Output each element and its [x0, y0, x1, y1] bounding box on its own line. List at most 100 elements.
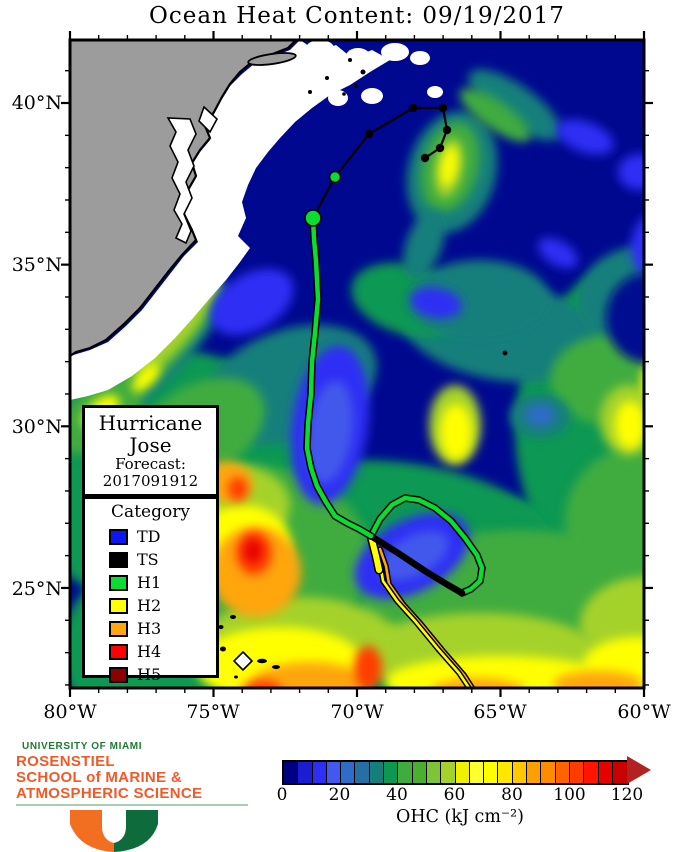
- island-dot: [272, 665, 280, 669]
- colorbar-segment: [584, 762, 599, 783]
- forecast-point: [364, 129, 374, 139]
- school-name-line3: ATMOSPHERIC SCIENCE: [16, 785, 203, 802]
- category-swatch-h3: [109, 621, 128, 637]
- island-dot: [360, 69, 366, 75]
- forecast-point: [420, 153, 430, 163]
- logo-u-right: [114, 810, 158, 852]
- colorbar-tick-60: 60: [443, 785, 466, 805]
- category-label: H1: [137, 573, 162, 592]
- colorbar-arrow-shape: [627, 756, 651, 784]
- category-row-td: TD: [109, 529, 216, 545]
- colorbar-tick-20: 20: [328, 785, 351, 805]
- nodata-patch: [361, 88, 383, 104]
- y-axis-label-25n: 25°N: [11, 578, 62, 600]
- category-row-h5: H5: [109, 667, 216, 683]
- colorbar-segment: [441, 762, 456, 783]
- category-row-ts: TS: [109, 552, 216, 568]
- ohc-field-blob: [410, 287, 462, 319]
- y-axis-label-35n: 35°N: [11, 254, 62, 276]
- category-row-h3: H3: [109, 621, 216, 637]
- ohc-field-blob: [354, 646, 382, 688]
- forecast-label: Forecast:: [115, 455, 186, 473]
- track-segment: [304, 215, 374, 539]
- colorbar-segment: [455, 762, 470, 783]
- track-segment: [368, 533, 382, 573]
- category-legend-items: TD TS H1 H2 H3 H4 H5: [85, 529, 216, 683]
- island-dot: [234, 675, 238, 679]
- colorbar-tick-0: 0: [276, 785, 288, 805]
- x-axis-label-80w: 80°W: [43, 701, 97, 723]
- colorbar-segment: [598, 762, 613, 783]
- track-segment: [367, 532, 466, 597]
- ohc-field-blob: [538, 237, 578, 269]
- colorbar-segment: [569, 762, 585, 783]
- nodata-patch: [410, 51, 430, 65]
- ohc-field-blob: [565, 445, 644, 595]
- category-legend-title: Category: [111, 502, 190, 522]
- colorbar-segment: [341, 762, 356, 783]
- category-swatch-td: [109, 529, 128, 545]
- category-swatch-h2: [109, 598, 128, 614]
- nodata-patch: [427, 86, 443, 98]
- ohc-field-blob: [432, 678, 524, 688]
- island-dot: [218, 625, 224, 629]
- island-dot: [325, 76, 329, 80]
- ohc-field-blob: [641, 369, 644, 395]
- ohc-field-blob: [379, 530, 449, 582]
- colorbar-segment: [355, 762, 370, 783]
- colorbar-tick-80: 80: [501, 785, 523, 805]
- island-dot: [257, 658, 267, 664]
- category-label: H4: [137, 642, 162, 661]
- ohc-field-blob: [307, 380, 353, 484]
- miami-u-logo: [70, 810, 158, 852]
- category-swatch-h1: [109, 575, 128, 591]
- island-dot: [230, 615, 236, 619]
- island-dot: [502, 350, 508, 356]
- map-plot: [61, 31, 653, 697]
- ohc-field-blob: [556, 119, 614, 155]
- colorbar-segment: [484, 762, 499, 783]
- ohc-field-blob: [525, 404, 555, 426]
- colorbar-segment: [541, 762, 556, 783]
- branding-divider: [16, 804, 248, 806]
- ohc-field-blob: [631, 217, 644, 277]
- colorbar-segment: [384, 762, 399, 783]
- storm-legend-box: Hurricane Jose Forecast: 2017091912 Cate…: [82, 405, 219, 683]
- ohc-field-blob: [459, 88, 531, 142]
- island-dot: [342, 92, 346, 96]
- storm-position-dot: [304, 209, 322, 227]
- forecast-point: [408, 103, 418, 113]
- bay-inlet: [198, 105, 218, 134]
- colorbar-segment: [326, 762, 342, 783]
- category-row-h2: H2: [109, 598, 216, 614]
- nodata-patch: [306, 40, 334, 56]
- island-dot: [348, 58, 352, 62]
- ohc-field-blob: [403, 211, 445, 279]
- category-row-h4: H4: [109, 644, 216, 660]
- logo-u-left: [70, 810, 114, 852]
- island-diamond: [232, 650, 254, 672]
- category-row-h1: H1: [109, 575, 216, 591]
- colorbar: [282, 760, 630, 785]
- category-label: H5: [137, 665, 162, 684]
- colorbar-tick-120: 120: [610, 785, 644, 805]
- school-name-line2: SCHOOL of MARINE &: [16, 769, 182, 786]
- ohc-field-blob: [615, 401, 644, 449]
- ohc-field-blob: [553, 671, 643, 688]
- colorbar-segment: [426, 762, 442, 783]
- school-name-line1: ROSENSTIEL: [16, 753, 115, 770]
- university-name: UNIVERSITY OF MIAMI: [22, 741, 143, 752]
- category-label: TD: [137, 527, 161, 546]
- x-axis-label-70w: 70°W: [330, 701, 384, 723]
- nodata-coastal-band: [70, 40, 390, 400]
- colorbar-tick-40: 40: [386, 785, 408, 805]
- colorbar-segment: [512, 762, 528, 783]
- storm-name-label: Jose: [129, 433, 172, 457]
- x-axis-label-60w: 60°W: [617, 701, 671, 723]
- colorbar-segment: [469, 762, 485, 783]
- colorbar-segment: [527, 762, 542, 783]
- colorbar-unit-label: OHC (kJ cm⁻²): [395, 807, 525, 827]
- forecast-point: [442, 125, 452, 135]
- category-swatch-h5: [109, 667, 128, 683]
- bay-inlet: [166, 117, 197, 245]
